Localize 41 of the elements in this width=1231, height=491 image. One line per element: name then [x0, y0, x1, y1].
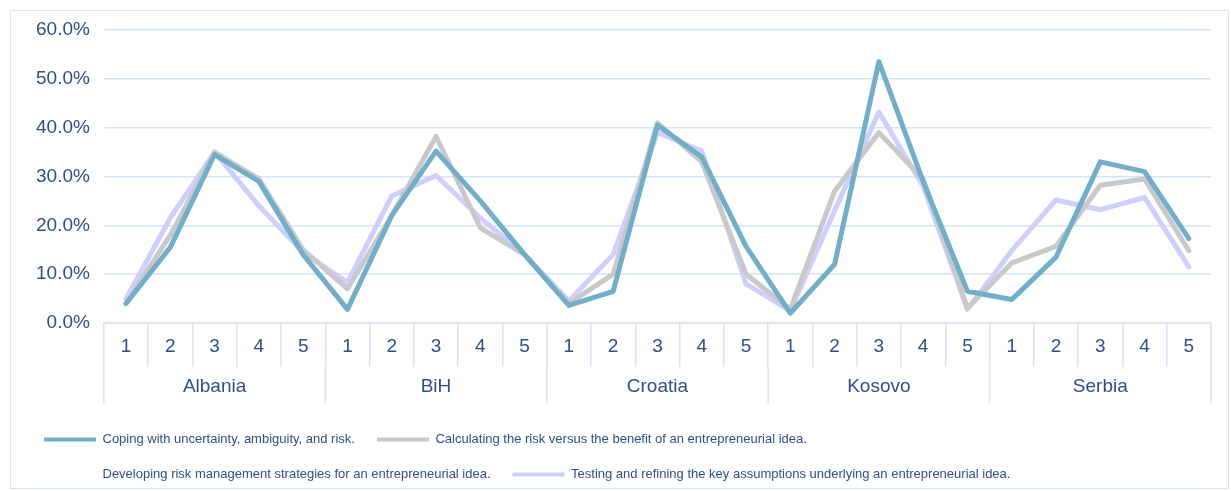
x-tick-label: 4 [917, 334, 929, 356]
x-tick-label: 2 [607, 334, 619, 356]
x-tick-label: 4 [475, 334, 487, 356]
text: BiH [420, 375, 452, 397]
x-tick-label: 5 [962, 334, 973, 356]
x-tick-label: 1 [785, 334, 796, 356]
x-tick-label: 4 [1139, 334, 1151, 356]
y-tick-label: 60.0% [36, 18, 90, 40]
x-tick-label: 5 [297, 334, 309, 356]
x-tick-label: 3 [430, 334, 442, 356]
legend-label: Coping with uncertainty, ambiguity, and risk. [102, 431, 355, 447]
x-tick-label: 3 [209, 334, 220, 356]
x-tick-label: 1 [120, 334, 132, 356]
y-tick-label: 50.0% [36, 67, 90, 89]
x-tick-label: 2 [829, 334, 840, 356]
x-tick-label: 5 [1183, 334, 1195, 356]
y-tick-label: 0.0% [46, 311, 90, 333]
y-tick-label: 10.0% [36, 262, 90, 284]
x-tick-label: 4 [253, 334, 265, 356]
y-tick-label: 40.0% [36, 115, 90, 137]
x-tick-label: 3 [652, 334, 663, 356]
text: Albania [182, 375, 247, 397]
x-tick-label: 3 [873, 334, 885, 356]
x-tick-label: 2 [386, 334, 398, 356]
x-tick-label: 5 [519, 334, 530, 356]
legend-label: Testing and refining the key assumptions underlying an entrepreneurial idea. [571, 466, 1011, 482]
text: Kosovo [847, 375, 911, 397]
x-tick-label: 5 [740, 334, 752, 356]
text: Croatia [626, 375, 689, 397]
x-tick-label: 2 [1050, 334, 1062, 356]
x-tick-label: 1 [342, 334, 353, 356]
text: Developing risk management strategies for an entrepreneurial idea. [102, 466, 491, 482]
x-tick-label: 1 [1006, 334, 1018, 356]
x-tick-label: 2 [165, 334, 176, 356]
y-tick-label: 20.0% [36, 213, 90, 235]
x-tick-label: 1 [563, 334, 575, 356]
text: Serbia [1072, 375, 1129, 397]
legend-label: Calculating the risk versus the benefit of an entrepreneurial idea. [435, 431, 807, 447]
y-tick-label: 30.0% [36, 164, 90, 186]
x-tick-label: 4 [696, 334, 708, 356]
x-tick-label: 3 [1095, 334, 1106, 356]
